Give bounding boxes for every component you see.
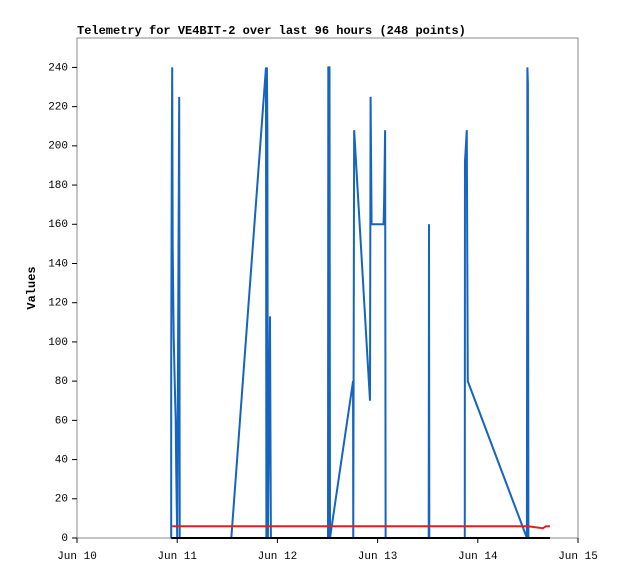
y-tick-label: 40: [55, 454, 68, 466]
x-tick-label: Jun 14: [458, 551, 498, 563]
y-axis-label: Values: [25, 266, 39, 309]
y-tick-label: 200: [48, 141, 68, 153]
x-tick-label: Jun 11: [157, 551, 197, 563]
y-tick-label: 0: [61, 533, 68, 545]
y-tick-label: 240: [48, 62, 68, 74]
x-tick-label: Jun 13: [358, 551, 398, 563]
y-tick-label: 160: [48, 219, 68, 231]
y-tick-label: 220: [48, 102, 68, 114]
x-tick-label: Jun 12: [258, 551, 298, 563]
chart-title: Telemetry for VE4BIT-2 over last 96 hour…: [77, 24, 466, 38]
x-tick-label: Jun 10: [57, 551, 97, 563]
y-tick-label: 100: [48, 337, 68, 349]
y-tick-label: 80: [55, 376, 68, 388]
data-line: [172, 525, 550, 530]
y-tick-label: 140: [48, 258, 68, 270]
y-tick-label: 60: [55, 415, 68, 427]
y-tick-label: 180: [48, 180, 68, 192]
y-tick-label: 120: [48, 298, 68, 310]
x-tick-label: Jun 15: [558, 551, 598, 563]
data-line: [170, 66, 530, 539]
y-tick-label: 20: [55, 494, 68, 506]
